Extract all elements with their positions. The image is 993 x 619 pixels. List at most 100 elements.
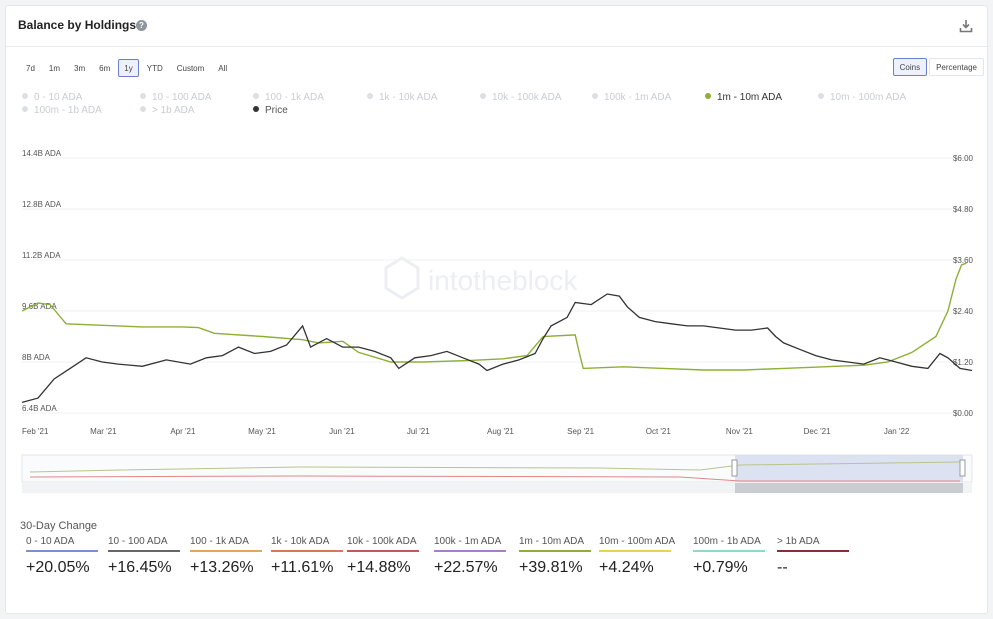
x-tick-label: May '21: [248, 427, 276, 436]
x-axis: Feb '21 Mar '21 Apr '21 May '21 Jun '21 Jul '…: [22, 427, 910, 436]
legend-item[interactable]: 100 - 1k ADA: [253, 92, 324, 103]
change-label: 100m - 1b ADA: [693, 536, 761, 547]
range-button-all[interactable]: All: [218, 64, 228, 73]
legend-dot-icon: [367, 93, 373, 99]
y-right-tick-label: $6.00: [953, 154, 974, 163]
change-color-bar: [108, 550, 180, 552]
x-tick-label: Sep '21: [567, 427, 594, 436]
legend-item[interactable]: 1m - 10m ADA: [705, 92, 782, 103]
legend-item[interactable]: 1k - 10k ADA: [367, 92, 437, 103]
legend-label: 100m - 1b ADA: [34, 105, 102, 116]
navigator-series: [29, 461, 961, 473]
change-value: +20.05%: [26, 559, 90, 576]
legend-label: > 1b ADA: [152, 105, 195, 116]
time-range-selector: 7d 1m 3m 6m 1y YTD Custom All: [20, 59, 233, 77]
range-button-1m[interactable]: 1m: [48, 64, 61, 73]
legend-item[interactable]: > 1b ADA: [140, 105, 195, 116]
change-item: 100m - 1b ADA +0.79%: [693, 536, 765, 577]
legend-label: 10 - 100 ADA: [152, 92, 212, 103]
x-tick-label: Aug '21: [487, 427, 514, 436]
legend-dot-icon: [22, 93, 28, 99]
mode-button-coins[interactable]: Coins: [892, 58, 928, 76]
x-tick-label: Feb '21: [22, 427, 49, 436]
change-value: +14.88%: [347, 559, 411, 576]
range-button-6m[interactable]: 6m: [99, 64, 111, 73]
y-axis-right: $0.00 $1.20 $2.40 $3.60 $4.80 $6.00: [953, 154, 974, 418]
navigator-scrollbar-thumb[interactable]: [735, 483, 963, 493]
change-label: 0 - 10 ADA: [26, 536, 75, 547]
legend-label: 100 - 1k ADA: [265, 92, 324, 103]
change-label: > 1b ADA: [777, 536, 820, 547]
download-icon[interactable]: [959, 19, 973, 33]
legend-item[interactable]: 100k - 1m ADA: [592, 92, 671, 103]
change-color-bar: [777, 550, 849, 552]
x-tick-label: Jan '22: [884, 427, 910, 436]
balance-by-holdings-card: Balance by Holdings ?: [5, 5, 988, 614]
legend-item[interactable]: 0 - 10 ADA: [22, 92, 82, 103]
main-chart: intotheblock 6.4B ADA 8B ADA 9.6B ADA 11.2B…: [21, 149, 974, 493]
range-button-custom[interactable]: Custom: [176, 64, 205, 73]
navigator-right-handle[interactable]: [959, 459, 966, 477]
y-left-tick-label: 8B ADA: [22, 353, 51, 362]
legend-item[interactable]: 10k - 100k ADA: [480, 92, 561, 103]
change-value: +39.81%: [519, 559, 583, 576]
change-color-bar: [693, 550, 765, 552]
legend-dot-icon: [140, 106, 146, 112]
chart-series: [21, 262, 973, 404]
legend-label: 10m - 100m ADA: [830, 92, 907, 103]
change-value: +0.79%: [693, 559, 748, 576]
range-button-ytd[interactable]: YTD: [146, 64, 163, 73]
legend-item[interactable]: 100m - 1b ADA: [22, 105, 102, 116]
change-item: > 1b ADA --: [777, 536, 849, 577]
change-item: 1k - 10k ADA +11.61%: [271, 536, 343, 577]
legend-dot-icon: [705, 93, 711, 99]
legend-dot-icon: [253, 93, 259, 99]
change-value: +4.24%: [599, 559, 654, 576]
card-title: Balance by Holdings: [18, 18, 137, 32]
range-button-1y[interactable]: 1y: [118, 59, 139, 77]
y-left-tick-label: 11.2B ADA: [22, 251, 61, 260]
legend-item[interactable]: 10 - 100 ADA: [140, 92, 211, 103]
legend-label: 10k - 100k ADA: [492, 92, 562, 103]
legend-item[interactable]: 10m - 100m ADA: [818, 92, 906, 103]
y-right-tick-label: $4.80: [953, 205, 974, 214]
navigator-left-handle[interactable]: [731, 459, 738, 477]
navigator-series: [29, 475, 960, 482]
legend-dot-icon: [22, 106, 28, 112]
series-line-1m-10m-ada: [21, 262, 967, 371]
legend-label: 1k - 10k ADA: [379, 92, 438, 103]
change-label: 10 - 100 ADA: [108, 536, 168, 547]
legend-dot-icon: [592, 93, 598, 99]
y-right-tick-label: $2.40: [953, 307, 974, 316]
y-right-tick-label: $3.60: [953, 256, 974, 265]
change-value: --: [777, 559, 788, 576]
y-left-tick-label: 12.8B ADA: [22, 200, 62, 209]
watermark-logo: intotheblock: [384, 256, 578, 300]
change-color-bar: [434, 550, 506, 552]
change-color-bar: [26, 550, 98, 552]
unit-mode-selector: Coins Percentage: [892, 58, 984, 76]
change-color-bar: [599, 550, 671, 552]
range-button-3m[interactable]: 3m: [74, 64, 86, 73]
change-item: 10m - 100m ADA +4.24%: [599, 536, 675, 577]
watermark-text: intotheblock: [428, 265, 578, 296]
chart-gridlines: [22, 157, 972, 414]
series-line-price: [21, 293, 973, 404]
change-label: 100k - 1m ADA: [434, 536, 502, 547]
legend-item-price[interactable]: Price: [253, 105, 288, 116]
change-label: 1m - 10m ADA: [519, 536, 585, 547]
help-icon[interactable]: ?: [136, 20, 147, 31]
change-item: 100 - 1k ADA +13.26%: [190, 536, 262, 577]
change-value: +13.26%: [190, 559, 254, 576]
navigator-selection[interactable]: [735, 455, 963, 482]
change-color-bar: [271, 550, 343, 552]
change-item: 10k - 100k ADA +14.88%: [347, 536, 419, 577]
change-value: +11.61%: [271, 559, 334, 576]
mode-button-percentage[interactable]: Percentage: [929, 58, 984, 76]
range-button-7d[interactable]: 7d: [26, 64, 35, 73]
legend-dot-icon: [480, 93, 486, 99]
navigator-scrollbar[interactable]: [22, 483, 972, 493]
y-left-tick-label: 9.6B ADA: [22, 302, 57, 311]
chart-navigator[interactable]: [21, 454, 973, 493]
change-value: +22.57%: [434, 559, 498, 576]
